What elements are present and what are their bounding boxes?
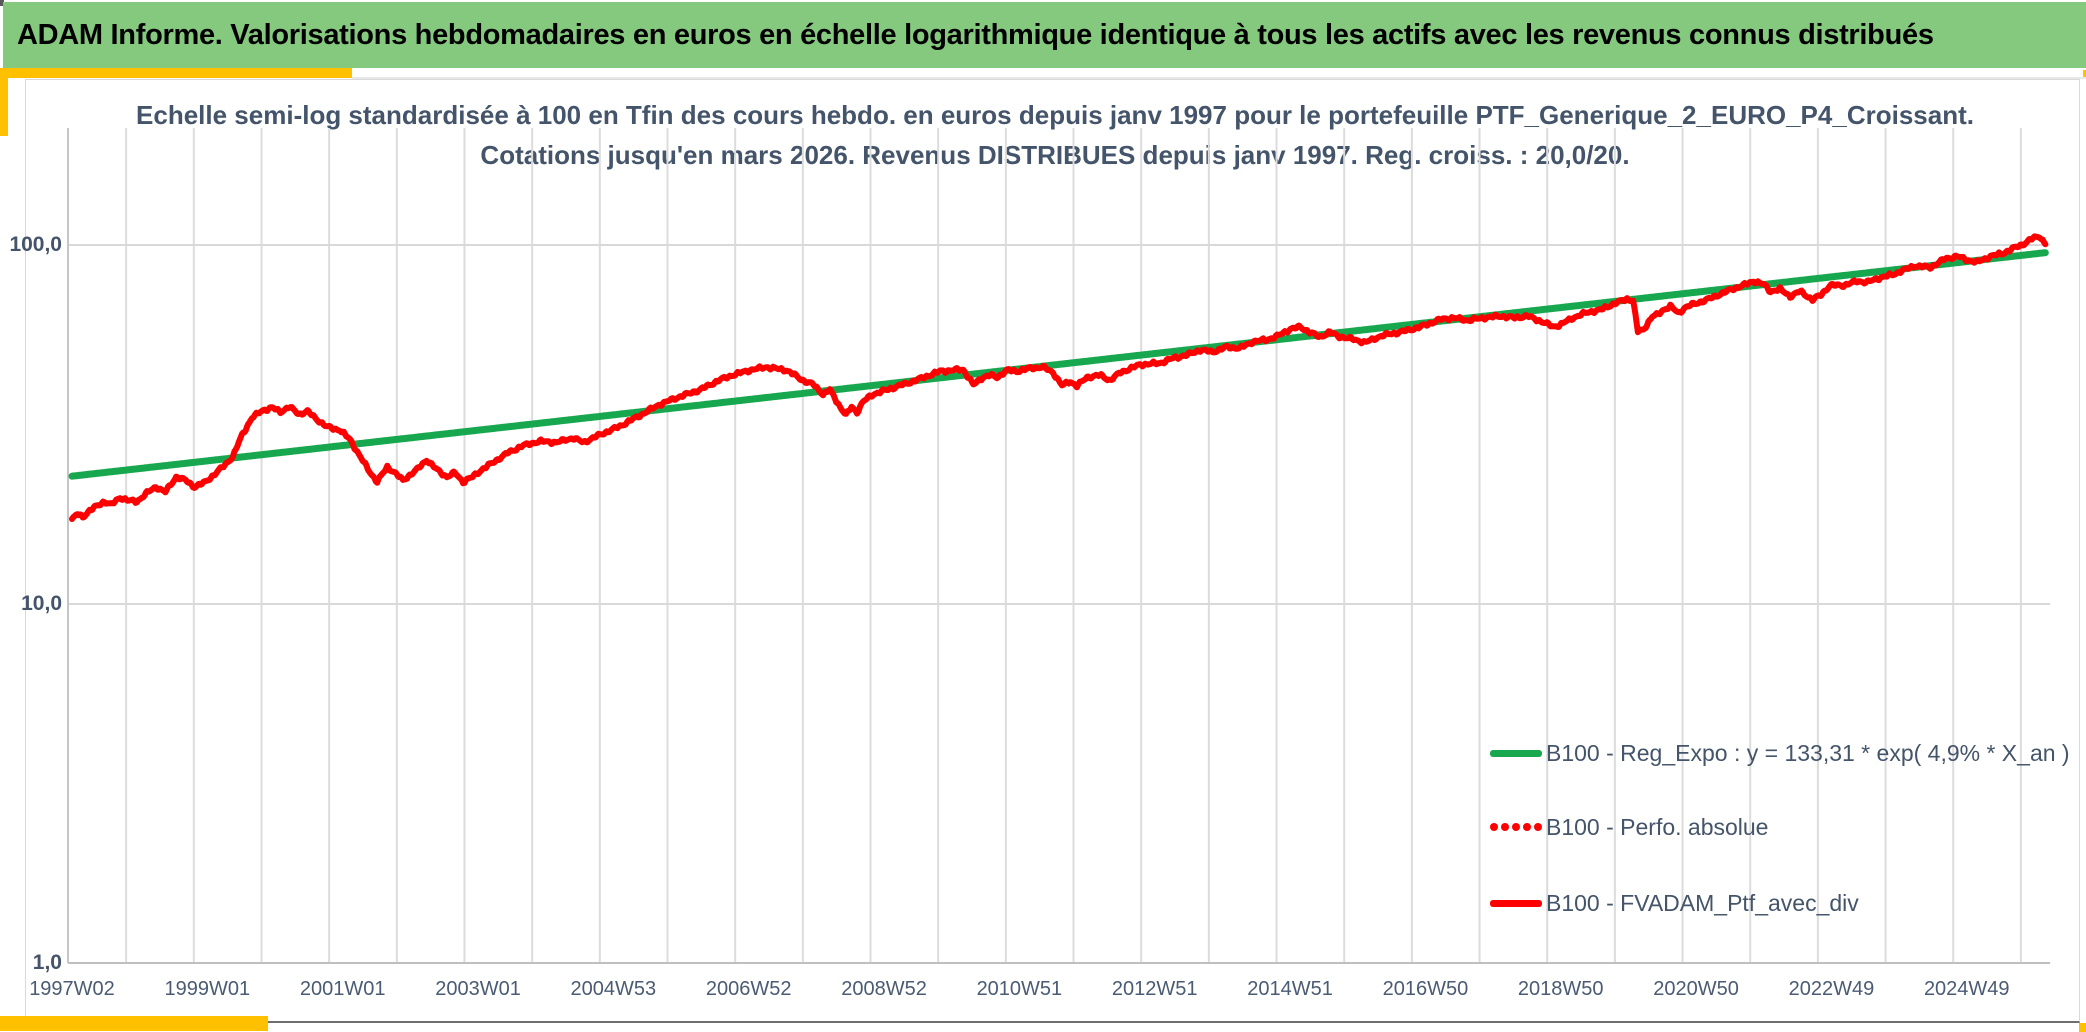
accent-bar-bottom-left	[0, 1016, 268, 1031]
legend-item-perfo-absolue: B100 - Perfo. absolue	[1490, 812, 1768, 842]
legend-item-fvadam: B100 - FVADAM_Ptf_avec_div	[1490, 888, 1859, 918]
legend-label: B100 - FVADAM_Ptf_avec_div	[1546, 889, 1859, 916]
legend-swatch-red-dotted	[1490, 823, 1542, 831]
x-tick-label: 2010W51	[976, 978, 1063, 1000]
x-tick-label: 2014W51	[1247, 978, 1333, 1000]
chart-title-line2: Cotations jusqu'en mars 2026. Revenus DI…	[480, 140, 1630, 170]
legend-label: B100 - Reg_Expo : y = 133,31 * exp( 4,9%…	[1546, 739, 2070, 766]
y-tick-label: 100,0	[9, 233, 62, 256]
x-tick-label: 2006W52	[705, 978, 792, 1000]
legend-swatch-red-line	[1490, 899, 1542, 907]
x-tick-label: 2022W49	[1788, 978, 1875, 1000]
series-fvadam-line	[69, 233, 2049, 522]
series-regression-line	[68, 249, 2049, 480]
x-tick-label: 2003W01	[435, 978, 521, 1000]
x-tick-label: 2016W50	[1382, 978, 1469, 1000]
x-tick-label: 2018W50	[1517, 978, 1604, 1000]
window-corner-nub	[0, 0, 4, 6]
accent-bar-left	[0, 78, 8, 136]
legend-swatch-green-line	[1490, 749, 1542, 757]
x-tick-label: 2008W52	[841, 978, 927, 1000]
x-tick-label: 1997W02	[29, 978, 115, 1000]
x-tick-label: 2012W51	[1111, 978, 1198, 1000]
legend-item-regression: B100 - Reg_Expo : y = 133,31 * exp( 4,9%…	[1490, 738, 2070, 768]
x-tick-label: 2020W50	[1653, 978, 1739, 1000]
x-tick-label: 2001W01	[299, 978, 386, 1000]
x-tick-label: 2024W49	[1923, 978, 2010, 1000]
y-tick-label: 1,0	[32, 951, 62, 974]
chart-title-line1: Echelle semi-log standardisée à 100 en T…	[136, 100, 1974, 130]
x-tick-label: 2004W53	[570, 978, 657, 1000]
y-tick-label: 10,0	[21, 592, 62, 615]
accent-nub-bottom-right	[2079, 1023, 2086, 1032]
accent-nub-top-right	[2083, 70, 2086, 78]
x-tick-label: 1999W01	[164, 978, 251, 1000]
legend-label: B100 - Perfo. absolue	[1546, 813, 1769, 840]
accent-bar-top-left	[0, 68, 352, 78]
chart-panel	[25, 79, 2080, 1023]
header-bar: ADAM Informe. Valorisations hebdomadaire…	[3, 2, 2086, 68]
header-title: ADAM Informe. Valorisations hebdomadaire…	[17, 18, 1934, 51]
divider-line	[352, 77, 2086, 79]
